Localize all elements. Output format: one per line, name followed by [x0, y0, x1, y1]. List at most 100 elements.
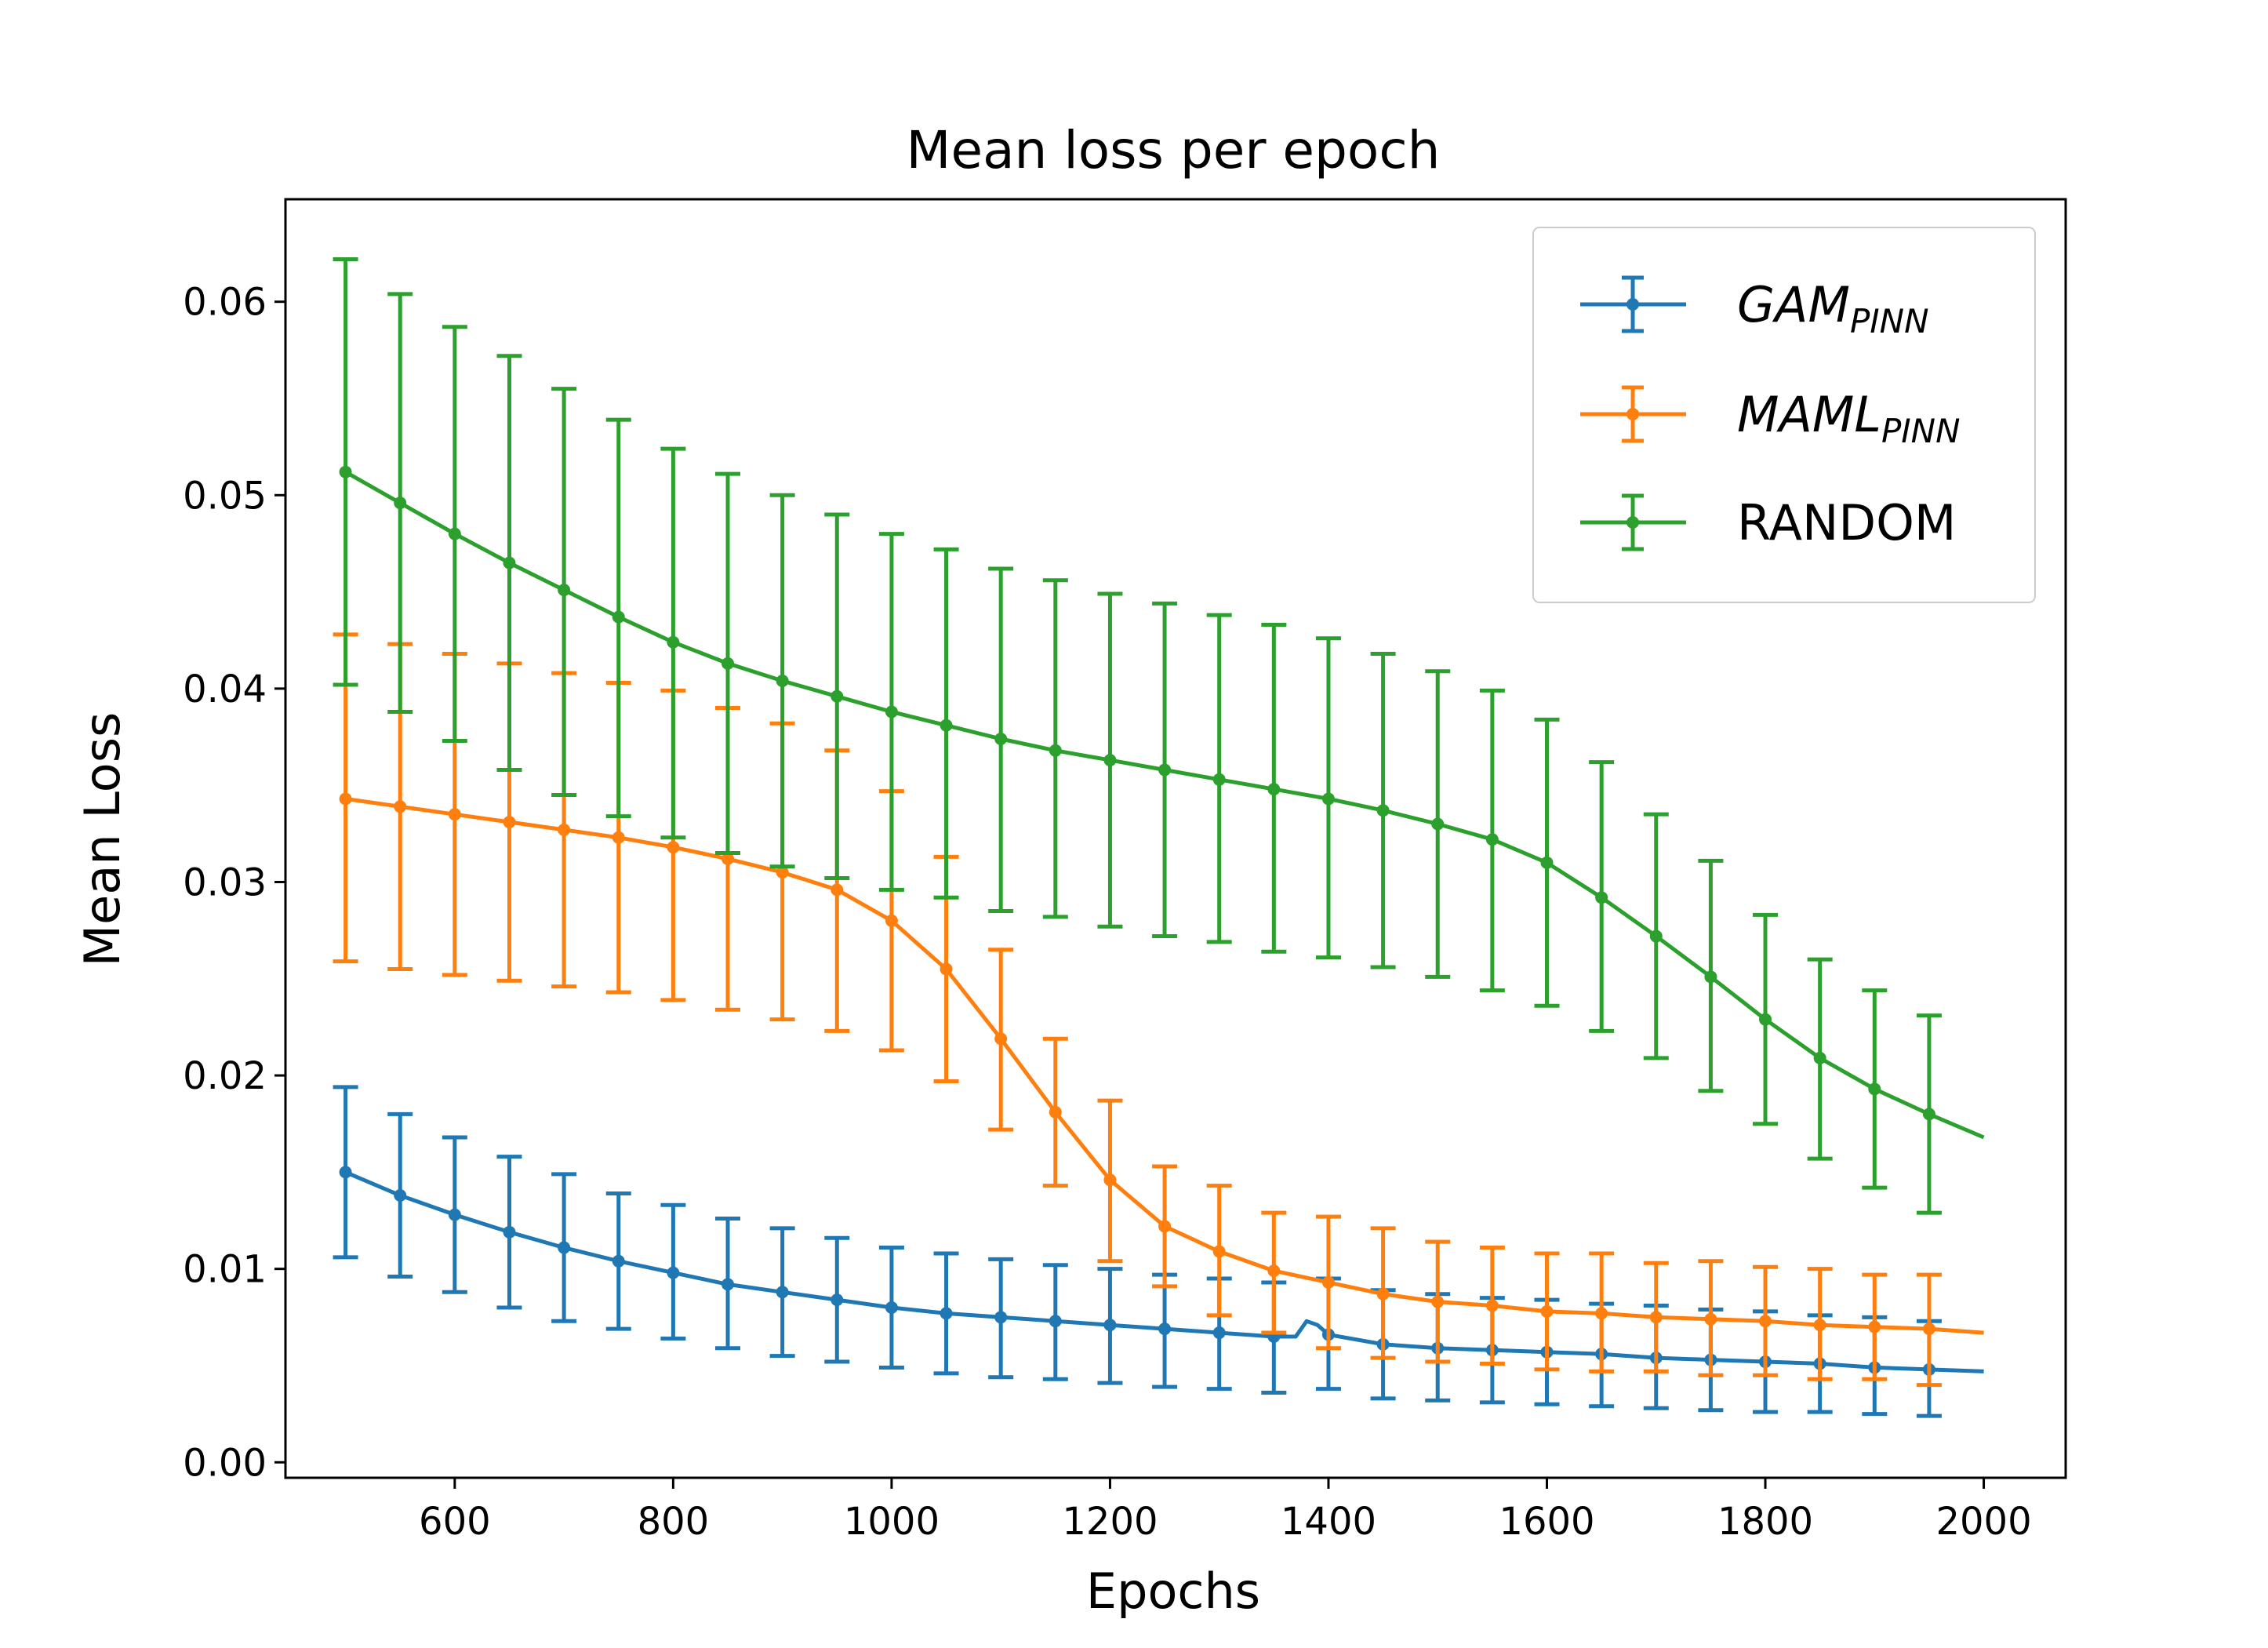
data-point	[1376, 804, 1390, 817]
data-point	[503, 556, 516, 569]
legend-label: MAMLPINN	[1737, 386, 1961, 450]
data-point	[612, 831, 625, 844]
y-tick-label: 0.06	[183, 281, 267, 325]
data-point	[1321, 792, 1335, 806]
data-point	[776, 675, 789, 688]
x-tick-label: 800	[638, 1500, 710, 1544]
data-point	[940, 718, 953, 732]
data-point	[831, 689, 844, 703]
legend-entry: GAMPINN	[1580, 275, 1929, 340]
x-tick-label: 1800	[1717, 1500, 1813, 1544]
data-point	[558, 584, 571, 597]
y-tick-label: 0.03	[183, 860, 267, 904]
data-point	[1485, 833, 1499, 846]
x-tick-label: 1400	[1281, 1500, 1376, 1544]
data-point	[667, 1266, 680, 1279]
data-point	[1049, 744, 1062, 757]
data-point	[1376, 1287, 1390, 1301]
legend-marker	[1626, 408, 1639, 420]
y-tick-label: 0.05	[183, 474, 267, 518]
data-point	[1759, 1013, 1772, 1026]
legend-label: GAMPINN	[1737, 276, 1929, 340]
data-point	[1049, 1105, 1062, 1119]
data-point	[339, 465, 352, 478]
data-point	[940, 1307, 953, 1320]
data-point	[448, 808, 461, 821]
legend-marker	[1626, 516, 1639, 529]
legend-label-main: GAM	[1737, 276, 1850, 333]
series-layer	[333, 256, 1985, 1418]
data-point	[1704, 1312, 1717, 1326]
legend-entry: RANDOM	[1580, 493, 1956, 551]
data-point	[1103, 1319, 1117, 1332]
data-point	[339, 792, 352, 806]
data-point	[1267, 1264, 1281, 1278]
legend-box	[1532, 227, 2036, 603]
data-point	[994, 1032, 1008, 1046]
data-point	[1212, 773, 1226, 786]
data-point	[1595, 1307, 1608, 1320]
data-point	[721, 1278, 735, 1291]
data-point	[831, 883, 844, 897]
data-point	[885, 705, 898, 718]
data-point	[1103, 754, 1117, 767]
data-point	[1485, 1299, 1499, 1312]
data-point	[612, 1254, 625, 1268]
chart-title: Mean loss per epoch	[907, 120, 1441, 180]
data-point	[1540, 856, 1554, 869]
data-point	[1049, 1315, 1062, 1328]
legend-label: RANDOM	[1737, 494, 1956, 551]
data-point	[1158, 1220, 1172, 1233]
data-point	[1595, 891, 1608, 904]
data-point	[1868, 1082, 1881, 1096]
data-point	[776, 866, 789, 879]
data-point	[721, 852, 735, 865]
x-axis: 600 800 1000 1200 1400 1600 1800 2000	[419, 1478, 2032, 1544]
data-point	[1431, 1295, 1445, 1308]
data-point	[1704, 970, 1717, 984]
data-point	[667, 841, 680, 854]
data-point	[667, 635, 680, 649]
data-point	[503, 1225, 516, 1239]
data-point	[1868, 1320, 1881, 1333]
data-point	[1922, 1322, 1935, 1336]
data-point	[394, 1188, 407, 1202]
data-point	[1540, 1304, 1554, 1318]
data-point	[721, 657, 735, 670]
data-point	[1431, 817, 1445, 831]
data-point	[448, 527, 461, 540]
y-tick-label: 0.04	[183, 668, 267, 711]
y-tick-label: 0.00	[183, 1441, 267, 1485]
data-point	[558, 823, 571, 836]
x-tick-label: 600	[419, 1500, 491, 1544]
y-axis: 0.00 0.01 0.02 0.03 0.04 0.05 0.06	[183, 281, 285, 1485]
data-point	[994, 1311, 1008, 1324]
x-tick-label: 1200	[1062, 1500, 1158, 1544]
data-point	[448, 1208, 461, 1221]
data-point	[612, 610, 625, 624]
data-point	[776, 1286, 789, 1299]
data-point	[394, 800, 407, 813]
data-point	[394, 497, 407, 510]
data-point	[1759, 1315, 1772, 1328]
data-point	[1103, 1173, 1117, 1187]
legend-label-main: MAML	[1737, 386, 1881, 443]
series-random	[333, 256, 1985, 1215]
data-point	[1649, 1311, 1663, 1324]
data-point	[1922, 1108, 1935, 1121]
x-tick-label: 2000	[1935, 1500, 2031, 1544]
data-point	[339, 1166, 352, 1179]
legend-label-subscript: PINN	[1881, 412, 1961, 450]
data-point	[940, 962, 953, 976]
data-point	[1321, 1275, 1335, 1289]
legend-label-main: RANDOM	[1737, 494, 1956, 551]
series-line	[344, 1170, 1984, 1373]
data-point	[994, 733, 1008, 746]
data-point	[1267, 783, 1281, 796]
data-point	[558, 1241, 571, 1254]
y-tick-label: 0.01	[183, 1248, 267, 1292]
y-tick-label: 0.02	[183, 1054, 267, 1098]
data-point	[1649, 930, 1663, 943]
